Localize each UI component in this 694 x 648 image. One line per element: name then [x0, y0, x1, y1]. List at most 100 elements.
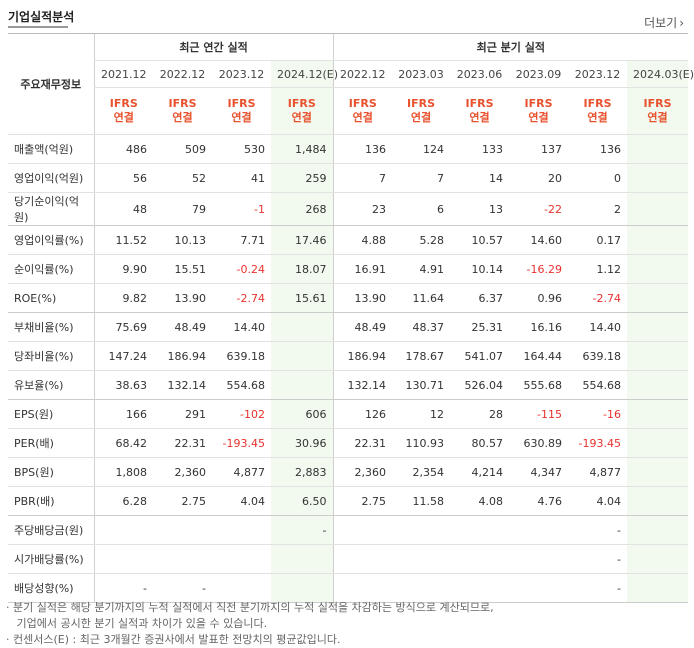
period-header: 2023.06	[450, 60, 510, 88]
cell-value	[93, 515, 153, 545]
cell-value: -2.74	[212, 283, 271, 313]
cell-value: 12	[392, 399, 451, 429]
cell-value: 9.90	[93, 254, 153, 284]
ifrs-label: IFRS 연결	[568, 87, 628, 135]
ifrs-consolidated: 연결	[587, 111, 608, 124]
ifrs-consolidated: 연결	[528, 111, 549, 124]
period-header: 2023.12	[568, 60, 628, 88]
cell-value: 554.68	[212, 370, 271, 400]
chevron-right-icon[interactable]: ›	[679, 15, 684, 30]
cell-value	[271, 341, 334, 371]
title-underline	[8, 26, 68, 28]
cell-value: 9.82	[93, 283, 153, 313]
cell-value	[627, 457, 689, 487]
row-label: EPS(원)	[8, 399, 94, 429]
more-link[interactable]: 더보기 ›	[644, 14, 684, 31]
cell-value: 541.07	[450, 341, 510, 371]
ifrs-standard: IFRS	[227, 97, 256, 110]
cell-value: 80.57	[450, 428, 510, 458]
row-label: 배당성향(%)	[8, 573, 94, 603]
row-label: 주당배당금(원)	[8, 515, 94, 545]
ifrs-consolidated: 연결	[352, 111, 373, 124]
cell-value: 554.68	[568, 370, 628, 400]
more-label[interactable]: 더보기	[644, 16, 678, 30]
cell-value: 13	[450, 192, 510, 226]
cell-value	[332, 544, 393, 574]
cell-value	[450, 573, 510, 603]
table-row: 영업이익(억원) 56 52 41 259 7 7 14 20 0	[8, 163, 689, 193]
cell-value	[627, 283, 689, 313]
cell-value: 164.44	[509, 341, 569, 371]
ifrs-standard: IFRS	[583, 97, 612, 110]
cell-value	[93, 544, 153, 574]
ifrs-consolidated: 연결	[647, 111, 668, 124]
ifrs-consolidated: 연결	[469, 111, 490, 124]
ifrs-label: IFRS 연결	[153, 87, 212, 135]
table-row: PBR(배) 6.28 2.75 4.04 6.50 2.75 11.58 4.08 4.76 4…	[8, 486, 689, 516]
cell-value: 7.71	[212, 225, 271, 255]
cell-value	[627, 515, 689, 545]
cell-value: 22.31	[332, 428, 393, 458]
cell-value: 11.64	[392, 283, 451, 313]
cell-value: 0.96	[509, 283, 569, 313]
ifrs-standard: IFRS	[643, 97, 672, 110]
cell-value: 10.57	[450, 225, 510, 255]
cell-value	[271, 544, 334, 574]
cell-value	[627, 486, 689, 516]
cell-value: 555.68	[509, 370, 569, 400]
cell-value	[509, 515, 569, 545]
cell-value: 133	[450, 134, 510, 164]
cell-value: 4.91	[392, 254, 451, 284]
table-row: 배당성향(%) - - -	[8, 573, 689, 603]
cell-value: 4,877	[212, 457, 271, 487]
row-label: PBR(배)	[8, 486, 94, 516]
cell-value: 130.71	[392, 370, 451, 400]
ifrs-standard: IFRS	[407, 97, 436, 110]
ifrs-label: IFRS 연결	[627, 87, 689, 135]
table-row: 영업이익률(%) 11.52 10.13 7.71 17.46 4.88 5.28 10.57…	[8, 225, 689, 255]
quarter-group-header: 최근 분기 실적	[332, 33, 689, 61]
cell-value	[392, 515, 451, 545]
cell-value: 4.76	[509, 486, 569, 516]
cell-value: -115	[509, 399, 569, 429]
table-row: 주당배당금(원) - -	[8, 515, 689, 545]
cell-value	[627, 312, 689, 342]
cell-value: -16.29	[509, 254, 569, 284]
cell-value: 10.13	[153, 225, 212, 255]
cell-value: 110.93	[392, 428, 451, 458]
ifrs-consolidated: 연결	[291, 111, 312, 124]
table-row: 시가배당률(%) -	[8, 544, 689, 574]
cell-value: 530	[212, 134, 271, 164]
cell-value: 4,877	[568, 457, 628, 487]
cell-value	[153, 515, 212, 545]
cell-value: 259	[271, 163, 334, 193]
cell-value: 132.14	[332, 370, 393, 400]
cell-value: 28	[450, 399, 510, 429]
cell-value	[212, 515, 271, 545]
cell-value: 6.28	[93, 486, 153, 516]
cell-value: 136	[568, 134, 628, 164]
cell-value	[627, 225, 689, 255]
row-label: BPS(원)	[8, 457, 94, 487]
cell-value	[627, 134, 689, 164]
cell-value	[509, 573, 569, 603]
cell-value: 15.51	[153, 254, 212, 284]
ifrs-standard: IFRS	[465, 97, 494, 110]
period-header: 2024.03(E)	[627, 60, 694, 88]
cell-value: 20	[509, 163, 569, 193]
cell-value: 56	[93, 163, 153, 193]
cell-value: 4,347	[509, 457, 569, 487]
cell-value	[627, 192, 689, 226]
cell-value: -	[568, 573, 628, 603]
section-title: 기업실적분석	[8, 10, 75, 24]
row-label: 부채비율(%)	[8, 312, 94, 342]
cell-value	[627, 428, 689, 458]
cell-value: 147.24	[93, 341, 153, 371]
cell-value: 1,808	[93, 457, 153, 487]
cell-value	[627, 163, 689, 193]
cell-value: 22.31	[153, 428, 212, 458]
cell-value	[627, 399, 689, 429]
row-label: 시가배당률(%)	[8, 544, 94, 574]
ifrs-consolidated: 연결	[172, 111, 193, 124]
cell-value: 166	[93, 399, 153, 429]
